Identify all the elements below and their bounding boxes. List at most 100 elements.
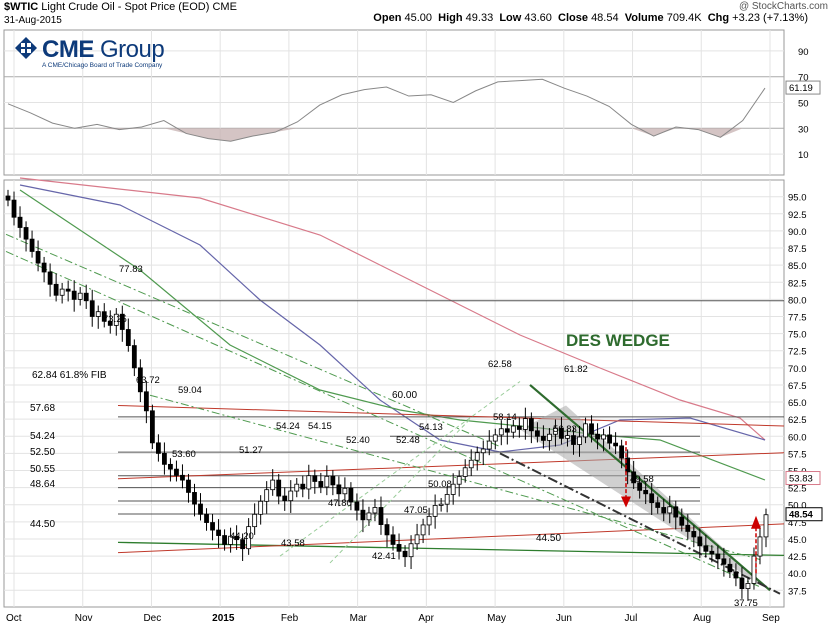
candle-body bbox=[721, 558, 727, 565]
close-label: Close bbox=[558, 12, 588, 24]
fib-trendline bbox=[117, 404, 785, 427]
price-annotation: 37.75 bbox=[734, 598, 758, 609]
candle-body bbox=[492, 434, 498, 442]
candle-body bbox=[697, 536, 703, 547]
candle-body bbox=[143, 391, 149, 412]
candle-body bbox=[360, 509, 366, 521]
price-tick-label: 67.5 bbox=[788, 381, 807, 392]
candle-body bbox=[637, 482, 643, 491]
wedge-fill bbox=[520, 405, 770, 591]
price-annotation: 43.58 bbox=[281, 538, 305, 549]
price-tick-label: 62.5 bbox=[788, 415, 807, 426]
level-annotation: 50.55 bbox=[30, 464, 55, 475]
candle-body bbox=[727, 563, 733, 573]
ma-value-box bbox=[785, 471, 821, 486]
price-tick-label: 77.5 bbox=[788, 312, 807, 323]
candle-body bbox=[438, 503, 444, 506]
candle-body bbox=[162, 452, 167, 465]
candle-body bbox=[733, 571, 739, 579]
x-tick-label: Jun bbox=[556, 613, 572, 624]
price-tick-label: 95.0 bbox=[788, 193, 807, 204]
wedge-upper-line bbox=[529, 384, 771, 592]
exchange: CME bbox=[212, 1, 237, 13]
x-tick-label: Oct bbox=[6, 613, 22, 624]
candle-body bbox=[240, 539, 246, 550]
cme-group-logo: CME Group A CME/Chicago Board of Trade C… bbox=[14, 36, 184, 72]
indicator-tick-label: 50 bbox=[798, 99, 809, 110]
candle-body bbox=[534, 430, 540, 437]
price-annotation: 54.24 bbox=[276, 421, 300, 432]
candle-body bbox=[589, 423, 594, 435]
candle-body bbox=[739, 577, 745, 589]
candle-body bbox=[107, 320, 113, 326]
candle-body bbox=[553, 427, 558, 435]
candle-body bbox=[408, 543, 414, 558]
open-value: 45.00 bbox=[404, 12, 433, 24]
candle-body bbox=[486, 440, 492, 450]
candle-body bbox=[643, 489, 649, 495]
chg-value: +3.23 (+7.13%) bbox=[732, 12, 808, 24]
x-tick-label: Mar bbox=[350, 613, 368, 624]
wedge-lower-line bbox=[499, 452, 781, 595]
candle-body bbox=[528, 418, 534, 432]
candle-body bbox=[631, 471, 637, 484]
level-annotation: 57.68 bbox=[30, 403, 55, 414]
arrow-down-head bbox=[621, 496, 631, 508]
volume-value: 709.4K bbox=[666, 12, 702, 24]
price-annotation: 47.05 bbox=[404, 505, 428, 516]
x-tick-label: Nov bbox=[75, 613, 93, 624]
candle-body bbox=[703, 545, 709, 552]
logo-wordmark: CME Group bbox=[42, 36, 165, 64]
candle-body bbox=[65, 288, 71, 292]
price-annotation: 73.25 bbox=[103, 314, 127, 325]
logo-brand-rest: Group bbox=[93, 36, 165, 63]
candle-body bbox=[101, 311, 107, 322]
candle-body bbox=[282, 495, 288, 502]
candle-body bbox=[336, 484, 342, 495]
price-annotation: 56.83 bbox=[553, 424, 577, 435]
candle-body bbox=[276, 479, 282, 497]
candle-body bbox=[222, 535, 227, 545]
price-annotation: 59.04 bbox=[178, 385, 202, 396]
candle-body bbox=[372, 507, 378, 514]
price-tick-label: 80.0 bbox=[788, 295, 807, 306]
candle-body bbox=[510, 425, 516, 433]
candle-body bbox=[47, 271, 53, 285]
candle-body bbox=[559, 427, 564, 439]
candle-body bbox=[432, 505, 438, 517]
candle-body bbox=[679, 516, 685, 526]
price-annotation: 54.15 bbox=[308, 421, 332, 432]
candle-body bbox=[264, 489, 270, 502]
channel-line bbox=[5, 250, 761, 588]
candle-body bbox=[366, 512, 372, 521]
candle-body bbox=[625, 457, 631, 473]
price-tick-label: 47.5 bbox=[788, 518, 807, 529]
price-annotation: 63.72 bbox=[136, 375, 160, 386]
candle-body bbox=[613, 442, 619, 447]
candle-body bbox=[180, 474, 185, 481]
price-tick-label: 65.0 bbox=[788, 398, 807, 409]
level-annotation: 44.50 bbox=[30, 519, 55, 530]
price-tick-label: 40.0 bbox=[788, 569, 807, 580]
price-annotation: 50.08 bbox=[428, 479, 452, 490]
price-frame bbox=[3, 179, 785, 608]
symbol-title: $WTIC Light Crude Oil - Spot Price (EOD)… bbox=[4, 1, 237, 13]
candle-body bbox=[516, 425, 522, 430]
close-value: 48.54 bbox=[591, 12, 619, 24]
indicator-oversold-fill bbox=[8, 128, 765, 142]
candle-body bbox=[763, 514, 769, 538]
candle-body bbox=[402, 550, 408, 558]
candle-body bbox=[420, 524, 426, 536]
candle-body bbox=[113, 313, 119, 326]
candle-body bbox=[149, 410, 155, 444]
candle-body bbox=[95, 311, 101, 317]
level-annotation: 48.64 bbox=[30, 479, 55, 490]
candle-body bbox=[125, 329, 131, 346]
candle-body bbox=[444, 494, 450, 505]
candle-body bbox=[11, 199, 17, 218]
x-tick-label: Dec bbox=[143, 613, 161, 624]
candle-body bbox=[168, 463, 173, 470]
candle-body bbox=[270, 479, 276, 491]
candle-body bbox=[504, 428, 510, 433]
indicator-last-value: 61.19 bbox=[789, 83, 813, 94]
